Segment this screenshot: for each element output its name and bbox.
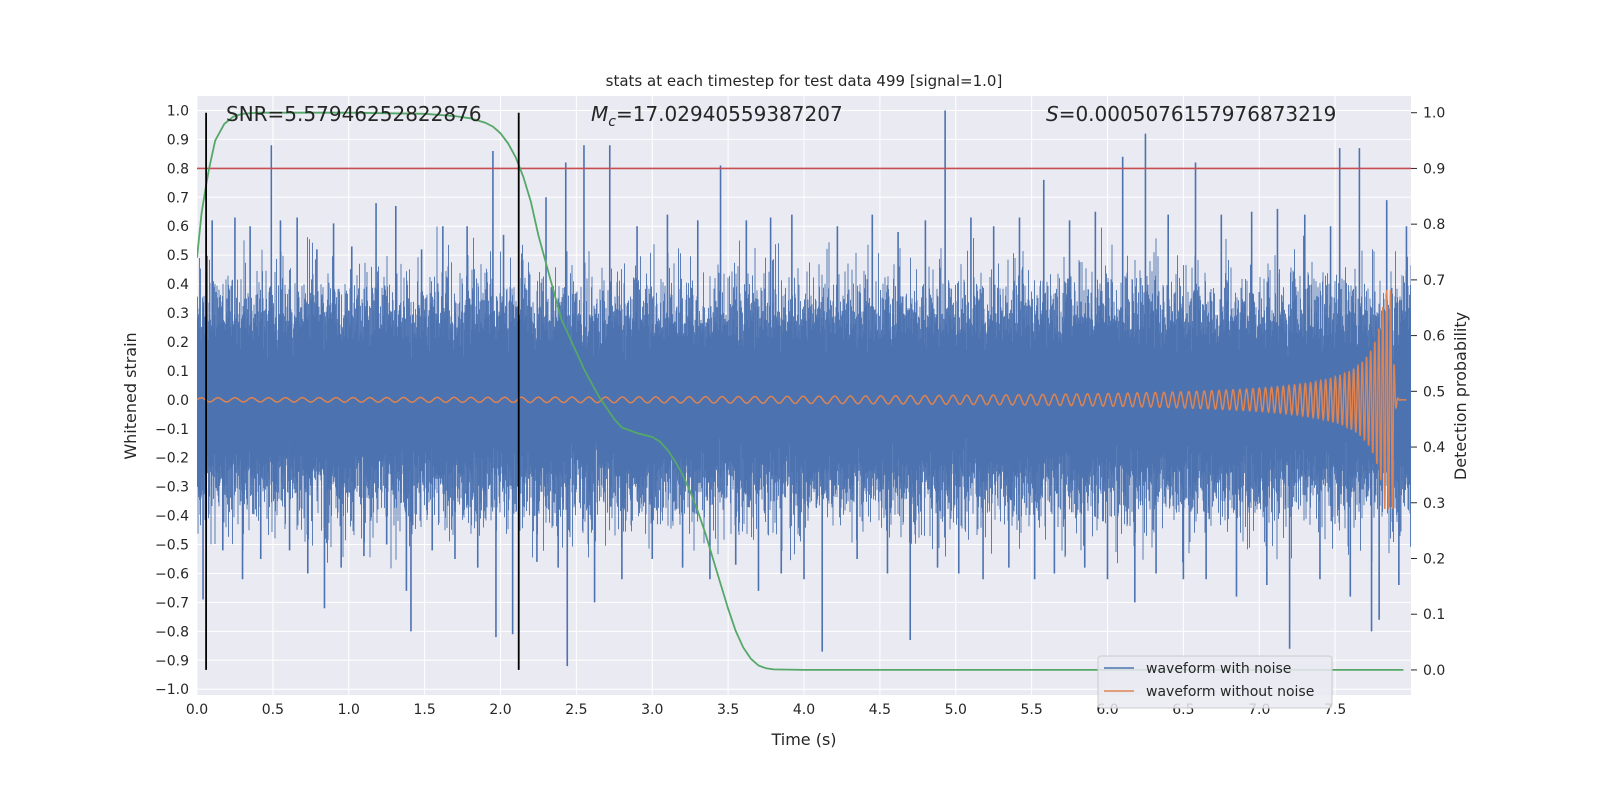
vertical-markers — [205, 112, 520, 670]
y-tick-label: 0.5 — [167, 248, 189, 264]
y-tick-label: −0.6 — [155, 566, 189, 582]
y-tick-label: 0.7 — [167, 190, 189, 206]
y-tick-label: 1.0 — [167, 103, 189, 119]
y2-tick-label: 0.1 — [1423, 607, 1445, 623]
chirp-mass-annotation: Mc=17.02940559387207 — [591, 102, 843, 130]
series-detection-probability — [197, 111, 1404, 671]
y2-tick-label: 0.5 — [1423, 384, 1445, 400]
x-tick-label: 0.5 — [262, 702, 284, 718]
y2-tick-label: 0.2 — [1423, 551, 1445, 567]
y-tick-label: 0.9 — [167, 132, 189, 148]
legend-box — [1097, 655, 1333, 709]
y2-tick-label: 0.9 — [1423, 161, 1445, 177]
legend: waveform with noise waveform without noi… — [1097, 655, 1333, 709]
y2-tick-label: 0.3 — [1423, 496, 1445, 512]
y-axis-label: Whitened strain — [121, 332, 140, 459]
s-value: =0.0005076157976873219 — [1059, 102, 1337, 126]
legend-label-clean: waveform without noise — [1146, 684, 1314, 700]
y2-tick-label: 0.8 — [1423, 217, 1445, 233]
y2-tick-label: 0.6 — [1423, 329, 1445, 345]
x-tick-label: 5.0 — [945, 702, 967, 718]
series-waveform-without-noise — [197, 289, 1407, 510]
y-tick-label: −0.2 — [155, 451, 189, 467]
x-tick-label: 1.5 — [413, 702, 435, 718]
y2-tick-label: 1.0 — [1423, 106, 1445, 122]
y-tick-label: 0.2 — [167, 335, 189, 351]
x-axis-label: Time (s) — [770, 730, 836, 749]
y-tick-label: −0.5 — [155, 538, 189, 554]
noise-peaks — [202, 110, 1408, 667]
snr-annotation: SNR=5.57946252822876 — [226, 102, 482, 126]
y2-tick-label: 0.4 — [1423, 440, 1445, 456]
y2-tick-label: 0.0 — [1423, 663, 1445, 679]
y2-tick-label: 0.7 — [1423, 273, 1445, 289]
chirp-mass-symbol: M — [591, 102, 608, 126]
s-symbol: S — [1046, 102, 1059, 126]
y2-axis-ticks: 1.0 0.9 0.8 0.7 0.6 0.5 0.4 0.3 0.2 0.1 0.0 — [1411, 106, 1445, 679]
x-tick-label: 3.0 — [641, 702, 663, 718]
y-tick-label: 0.6 — [167, 219, 189, 235]
chirp-line — [197, 289, 1407, 510]
y-tick-label: −0.7 — [155, 595, 189, 611]
y-tick-label: −0.9 — [155, 653, 189, 669]
y-tick-label: 0.8 — [167, 161, 189, 177]
x-tick-label: 5.5 — [1020, 702, 1042, 718]
chirp-mass-subscript: c — [608, 114, 616, 130]
y-tick-label: 0.4 — [167, 277, 189, 293]
y2-axis-label: Detection probability — [1451, 312, 1470, 480]
chirp-mass-value: =17.02940559387207 — [616, 102, 843, 126]
x-tick-label: 1.0 — [338, 702, 360, 718]
y-tick-label: 0.3 — [167, 306, 189, 322]
chart-title: stats at each timestep for test data 499… — [606, 72, 1003, 90]
x-tick-label: 4.0 — [793, 702, 815, 718]
y-tick-label: −0.1 — [155, 422, 189, 438]
x-tick-label: 2.0 — [489, 702, 511, 718]
y-tick-label: −0.8 — [155, 624, 189, 640]
x-tick-label: 3.5 — [717, 702, 739, 718]
x-tick-label: 0.0 — [186, 702, 208, 718]
series-waveform-with-noise — [197, 110, 1411, 667]
y-tick-label: 0.1 — [167, 364, 189, 380]
x-tick-label: 4.5 — [869, 702, 891, 718]
s-annotation: S=0.0005076157976873219 — [1046, 102, 1336, 126]
probability-line — [197, 111, 1404, 671]
y-tick-label: −1.0 — [155, 682, 189, 698]
y-axis-ticks: 1.0 0.9 0.8 0.7 0.6 0.5 0.4 0.3 0.2 0.1 0.0 −0.1 −0.… — [155, 103, 189, 698]
legend-label-noise: waveform with noise — [1146, 661, 1291, 677]
y-tick-label: 0.0 — [167, 393, 189, 409]
y-tick-label: −0.4 — [155, 509, 189, 525]
y-tick-label: −0.3 — [155, 480, 189, 496]
x-tick-label: 2.5 — [565, 702, 587, 718]
